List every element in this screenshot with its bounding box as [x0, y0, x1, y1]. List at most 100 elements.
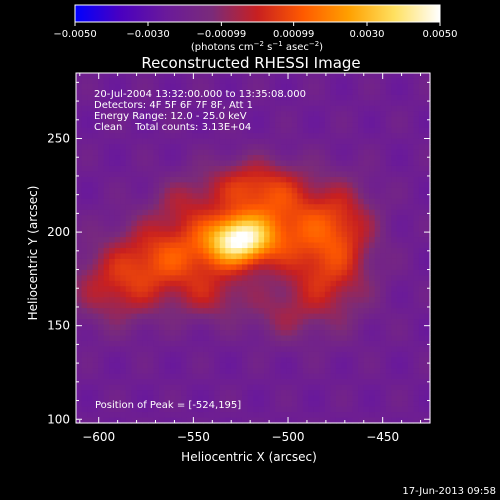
heatmap-cell: [319, 275, 326, 282]
heatmap-cell: [131, 231, 138, 238]
heatmap-cell: [109, 237, 116, 244]
heatmap-cell: [302, 362, 309, 369]
heatmap-cell: [247, 291, 254, 298]
heatmap-cell: [369, 160, 376, 167]
heatmap-cell: [181, 417, 188, 424]
heatmap-cell: [385, 187, 392, 194]
heatmap-cell: [308, 226, 315, 233]
heatmap-cell: [214, 231, 221, 238]
heatmap-cell: [313, 149, 320, 156]
heatmap-cell: [380, 291, 387, 298]
heatmap-cell: [374, 242, 381, 249]
heatmap-cell: [391, 368, 398, 375]
heatmap-cell: [335, 231, 343, 238]
heatmap-cell: [275, 368, 282, 375]
heatmap-cell: [125, 308, 132, 315]
heatmap-cell: [313, 182, 320, 189]
heatmap-cell: [275, 401, 282, 408]
heatmap-cell: [164, 193, 171, 200]
heatmap-cell: [230, 308, 238, 315]
heatmap-cell: [391, 144, 398, 151]
heatmap-cell: [230, 105, 238, 112]
heatmap-cell: [302, 171, 309, 178]
heatmap-cell: [197, 275, 204, 282]
heatmap-cell: [125, 395, 132, 402]
heatmap-cell: [219, 395, 226, 402]
heatmap-cell: [418, 346, 426, 353]
heatmap-cell: [230, 89, 238, 96]
heatmap-cell: [374, 111, 381, 118]
heatmap-cell: [109, 395, 116, 402]
heatmap-cell: [418, 417, 426, 424]
heatmap-cell: [358, 390, 365, 397]
heatmap-cell: [103, 231, 110, 238]
heatmap-cell: [413, 313, 420, 320]
heatmap-cell: [247, 253, 254, 260]
heatmap-cell: [324, 253, 332, 260]
heatmap-cell: [192, 302, 199, 309]
heatmap-cell: [120, 319, 127, 326]
heatmap-cell: [147, 368, 155, 375]
heatmap-cell: [347, 379, 354, 386]
heatmap-cell: [230, 362, 238, 369]
heatmap-cell: [158, 269, 166, 276]
heatmap-cell: [142, 373, 149, 380]
heatmap-cell: [219, 362, 226, 369]
heatmap-cell: [269, 302, 276, 309]
heatmap-cell: [214, 149, 221, 156]
heatmap-cell: [225, 127, 232, 134]
heatmap-cell: [313, 138, 320, 145]
heatmap-cell: [407, 379, 415, 386]
heatmap-cell: [214, 390, 221, 397]
heatmap-cell: [225, 248, 232, 255]
heatmap-cell: [153, 319, 160, 326]
heatmap-cell: [302, 149, 309, 156]
heatmap-cell: [363, 100, 370, 107]
heatmap-cell: [297, 198, 304, 205]
heatmap-cell: [87, 215, 94, 222]
heatmap-cell: [87, 193, 94, 200]
heatmap-cell: [164, 182, 171, 189]
heatmap-cell: [136, 384, 143, 391]
heatmap-cell: [308, 155, 315, 162]
heatmap-cell: [147, 286, 155, 293]
heatmap-cell: [241, 275, 249, 282]
heatmap-cell: [186, 264, 193, 271]
heatmap-cell: [374, 155, 381, 162]
heatmap-cell: [380, 127, 387, 134]
heatmap-cell: [374, 231, 381, 238]
heatmap-cell: [131, 302, 138, 309]
heatmap-cell: [302, 357, 309, 364]
heatmap-cell: [81, 171, 88, 178]
y-axis-label: Heliocentric Y (arcsec): [26, 186, 40, 321]
heatmap-cell: [264, 401, 271, 408]
heatmap-cell: [374, 308, 381, 315]
heatmap-cell: [170, 242, 177, 249]
heatmap-cell: [164, 373, 171, 380]
heatmap-cell: [170, 193, 177, 200]
heatmap-cell: [396, 242, 403, 249]
heatmap-cell: [363, 83, 370, 91]
heatmap-cell: [241, 340, 249, 348]
heatmap-cell: [286, 280, 293, 287]
heatmap-cell: [164, 226, 171, 233]
heatmap-cell: [147, 204, 155, 211]
heatmap-cell: [92, 155, 99, 162]
heatmap-cell: [380, 286, 387, 293]
heatmap-cell: [308, 330, 315, 337]
heatmap-cell: [109, 176, 116, 183]
heatmap-cell: [347, 242, 354, 249]
heatmap-cell: [413, 291, 420, 298]
heatmap-cell: [302, 242, 309, 249]
heatmap-cell: [92, 401, 99, 408]
heatmap-cell: [341, 362, 348, 369]
heatmap-cell: [253, 390, 260, 397]
heatmap-cell: [424, 242, 431, 249]
heatmap-cell: [413, 258, 420, 266]
heatmap-cell: [170, 127, 177, 134]
heatmap-cell: [87, 182, 94, 189]
heatmap-cell: [197, 308, 204, 315]
heatmap-cell: [236, 100, 243, 107]
heatmap-cell: [131, 100, 138, 107]
heatmap-cell: [352, 215, 359, 222]
